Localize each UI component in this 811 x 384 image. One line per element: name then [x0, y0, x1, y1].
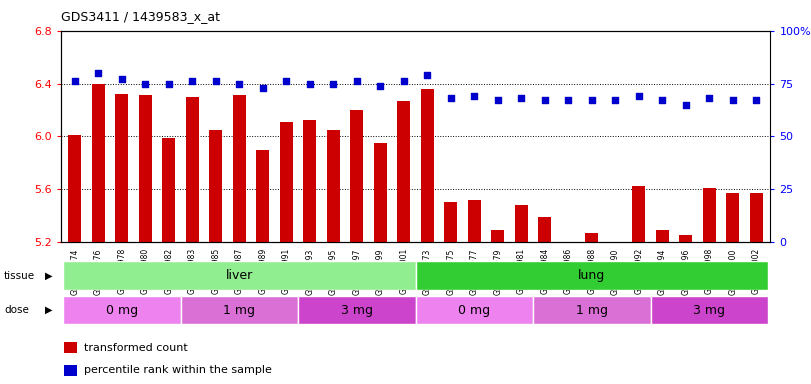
Bar — [327, 130, 340, 242]
Bar — [703, 188, 716, 242]
Bar — [421, 89, 434, 242]
Point — [656, 98, 669, 104]
Point — [727, 98, 740, 104]
Point — [68, 78, 81, 84]
Bar — [209, 130, 222, 242]
Text: 1 mg: 1 mg — [223, 304, 255, 316]
Point — [397, 78, 410, 84]
Point — [444, 95, 457, 101]
Text: percentile rank within the sample: percentile rank within the sample — [84, 365, 272, 375]
Point — [139, 81, 152, 87]
Bar — [397, 101, 410, 242]
Point — [280, 78, 293, 84]
Text: dose: dose — [4, 305, 29, 315]
Point — [515, 95, 528, 101]
Point — [162, 81, 175, 87]
Bar — [298, 296, 415, 324]
Bar — [92, 83, 105, 242]
Text: ▶: ▶ — [45, 305, 52, 315]
Bar — [415, 296, 533, 324]
Bar — [633, 187, 646, 242]
Text: GDS3411 / 1439583_x_at: GDS3411 / 1439583_x_at — [61, 10, 220, 23]
Point — [233, 81, 246, 87]
Point — [750, 98, 763, 104]
Point — [186, 78, 199, 84]
Point — [421, 72, 434, 78]
Point — [586, 98, 599, 104]
Bar — [750, 193, 763, 242]
Bar — [491, 230, 504, 242]
Text: transformed count: transformed count — [84, 343, 187, 353]
Text: 3 mg: 3 mg — [693, 304, 725, 316]
Bar — [139, 95, 152, 242]
Bar — [256, 149, 269, 242]
Point — [350, 78, 363, 84]
Point — [633, 93, 646, 99]
Bar — [68, 135, 81, 242]
Point — [115, 76, 128, 83]
Bar — [115, 94, 128, 242]
Point — [539, 98, 551, 104]
Bar — [650, 296, 768, 324]
Bar — [233, 95, 246, 242]
Point — [256, 85, 269, 91]
Bar — [181, 296, 298, 324]
Point — [703, 95, 716, 101]
Point — [374, 83, 387, 89]
Text: 0 mg: 0 mg — [106, 304, 138, 316]
Bar — [515, 205, 528, 242]
Point — [562, 98, 575, 104]
Point — [609, 98, 622, 104]
Point — [92, 70, 105, 76]
Bar — [63, 296, 181, 324]
Text: 1 mg: 1 mg — [576, 304, 608, 316]
Point — [303, 81, 316, 87]
Point — [680, 101, 693, 108]
Point — [209, 78, 222, 84]
Text: ▶: ▶ — [45, 270, 52, 281]
Bar — [468, 200, 481, 242]
Bar — [303, 121, 316, 242]
Bar — [539, 217, 551, 242]
Bar — [586, 233, 599, 242]
Text: lung: lung — [578, 269, 606, 282]
Text: 0 mg: 0 mg — [458, 304, 491, 316]
Point — [327, 81, 340, 87]
Bar — [444, 202, 457, 242]
Bar — [533, 296, 650, 324]
Bar — [415, 261, 768, 290]
Bar — [350, 110, 363, 242]
Bar — [280, 122, 293, 242]
Bar — [64, 364, 77, 376]
Text: 3 mg: 3 mg — [341, 304, 373, 316]
Bar — [374, 143, 387, 242]
Bar — [64, 342, 77, 353]
Bar — [727, 193, 740, 242]
Bar — [63, 261, 415, 290]
Text: liver: liver — [225, 269, 253, 282]
Bar — [656, 230, 669, 242]
Bar — [162, 137, 175, 242]
Bar — [609, 242, 622, 258]
Text: tissue: tissue — [4, 270, 35, 281]
Point — [468, 93, 481, 99]
Point — [491, 98, 504, 104]
Bar — [186, 97, 199, 242]
Bar — [680, 235, 693, 242]
Bar — [562, 242, 575, 245]
